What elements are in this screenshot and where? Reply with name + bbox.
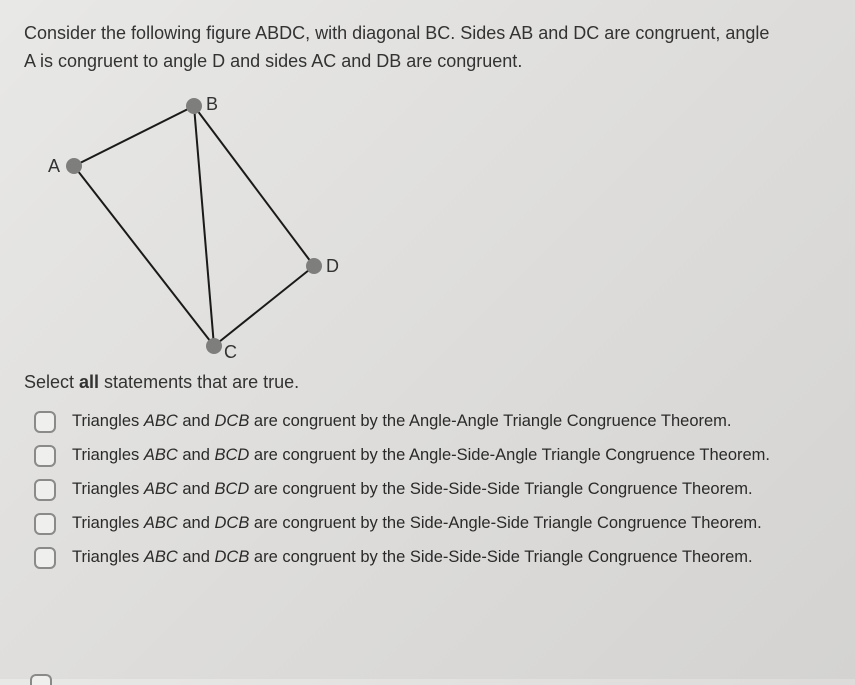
checkbox-icon-partial[interactable] — [30, 674, 52, 685]
option-text: Triangles ABC and BCD are congruent by t… — [72, 446, 770, 465]
figure-svg — [34, 86, 354, 366]
option-row[interactable]: Triangles ABC and BCD are congruent by t… — [34, 445, 831, 467]
vertex-c-dot — [206, 338, 222, 354]
prompt-bold: all — [79, 372, 99, 392]
vertex-d-dot — [306, 258, 322, 274]
vertex-a-label: A — [48, 156, 60, 177]
option-row[interactable]: Triangles ABC and BCD are congruent by t… — [34, 479, 831, 501]
checkbox-icon[interactable] — [34, 411, 56, 433]
select-prompt: Select all statements that are true. — [24, 372, 831, 393]
vertex-b-label: B — [206, 94, 218, 115]
vertex-c-label: C — [224, 342, 237, 363]
option-row[interactable]: Triangles ABC and DCB are congruent by t… — [34, 547, 831, 569]
geometry-figure: A B C D — [34, 86, 354, 366]
option-text: Triangles ABC and DCB are congruent by t… — [72, 412, 732, 431]
diagonal-bc — [194, 106, 214, 346]
option-text: Triangles ABC and DCB are congruent by t… — [72, 514, 762, 533]
checkbox-icon[interactable] — [34, 479, 56, 501]
vertex-d-label: D — [326, 256, 339, 277]
option-row[interactable]: Triangles ABC and DCB are congruent by t… — [34, 411, 831, 433]
prompt-pre: Select — [24, 372, 79, 392]
option-text: Triangles ABC and DCB are congruent by t… — [72, 548, 753, 567]
question-line-2: A is congruent to angle D and sides AC a… — [24, 51, 522, 71]
question-line-1: Consider the following figure ABDC, with… — [24, 23, 769, 43]
checkbox-icon[interactable] — [34, 445, 56, 467]
checkbox-icon[interactable] — [34, 547, 56, 569]
question-text: Consider the following figure ABDC, with… — [24, 20, 831, 76]
options-list: Triangles ABC and DCB are congruent by t… — [24, 411, 831, 569]
polygon-abdc — [74, 106, 314, 346]
option-text: Triangles ABC and BCD are congruent by t… — [72, 480, 753, 499]
vertex-b-dot — [186, 98, 202, 114]
checkbox-icon[interactable] — [34, 513, 56, 535]
prompt-post: statements that are true. — [99, 372, 299, 392]
option-row[interactable]: Triangles ABC and DCB are congruent by t… — [34, 513, 831, 535]
vertex-a-dot — [66, 158, 82, 174]
